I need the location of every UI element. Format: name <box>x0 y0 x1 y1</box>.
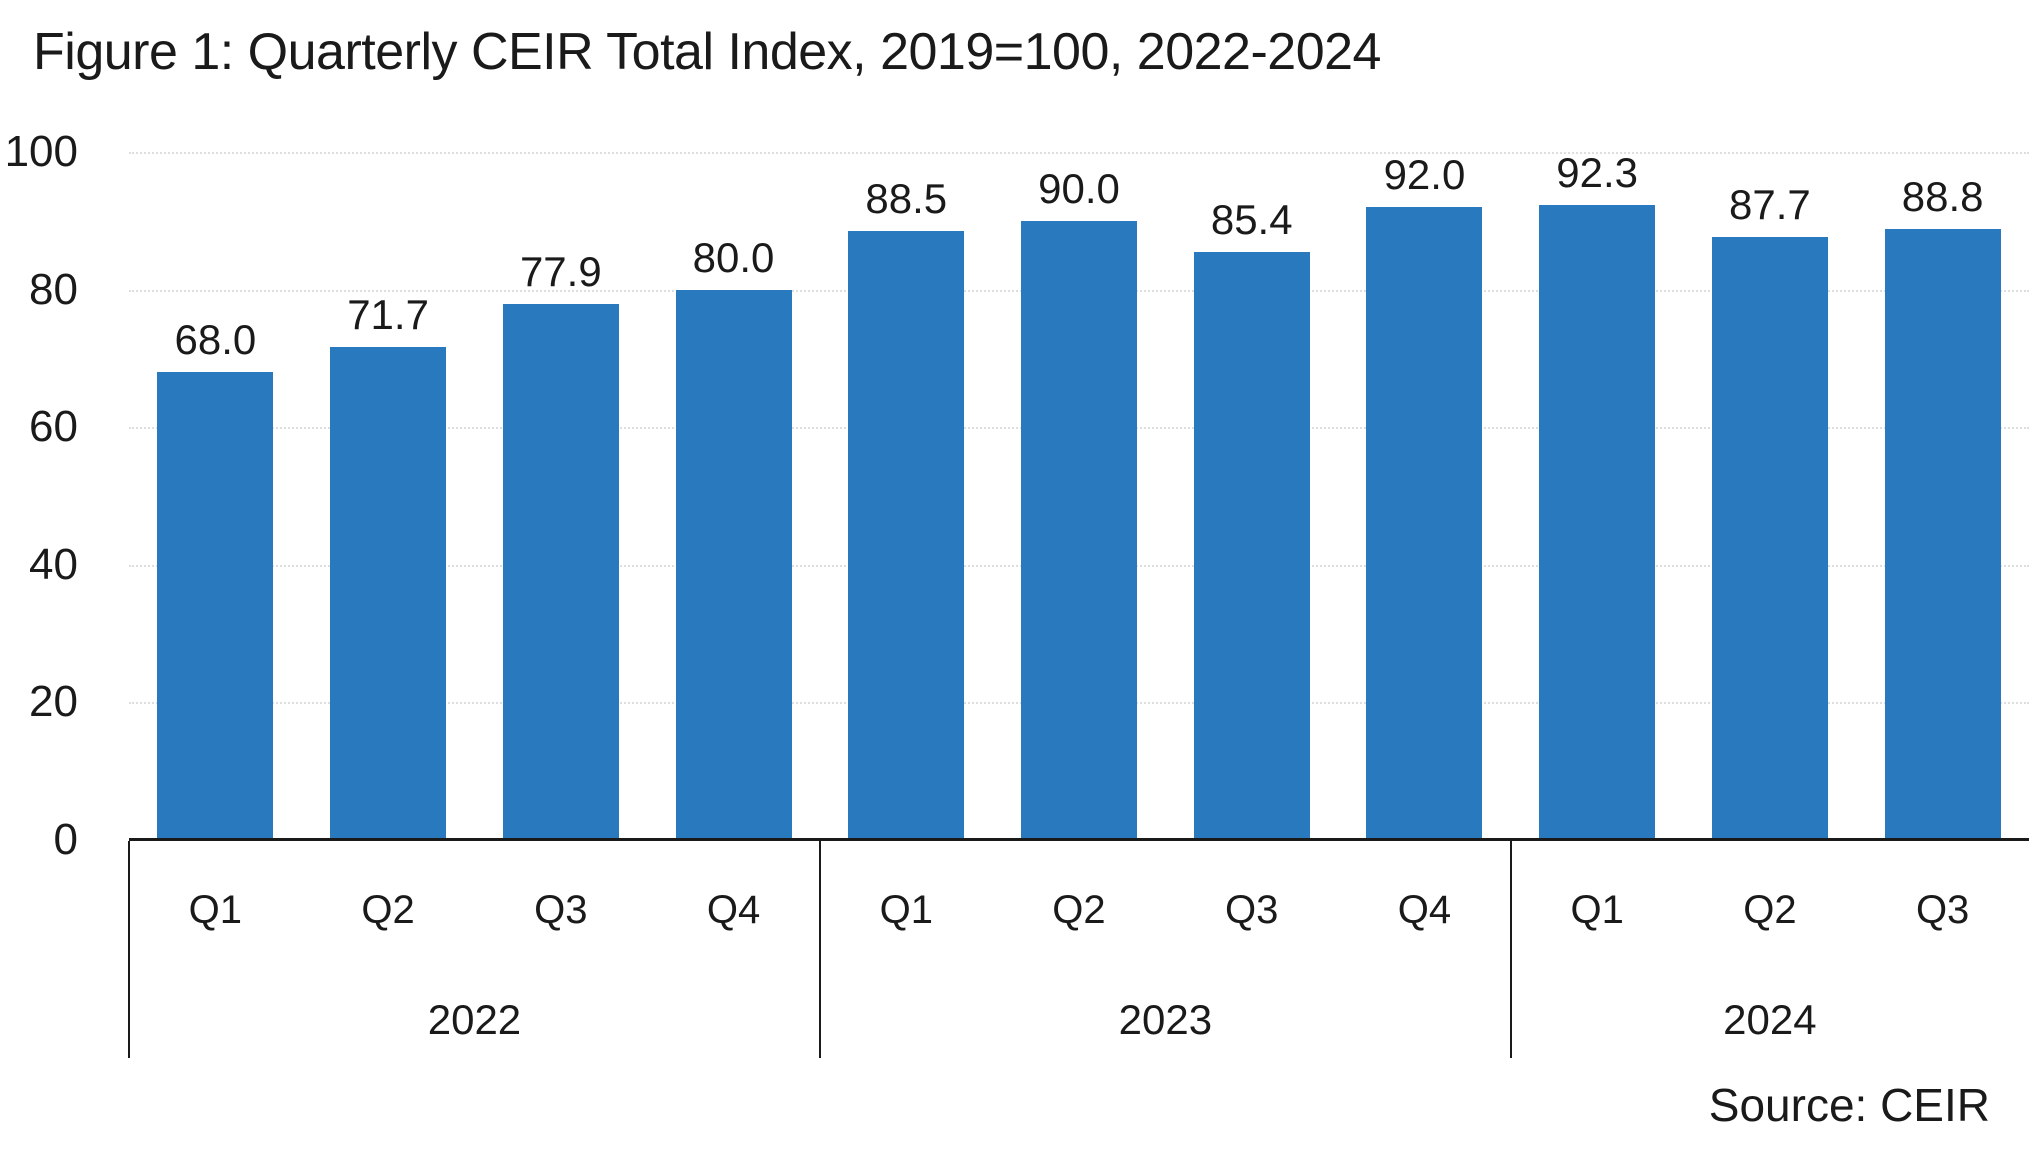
bar-2023-Q1 <box>848 231 965 840</box>
y-axis-tick-40: 40 <box>29 539 78 589</box>
bar-value-label-2024-Q3: 88.8 <box>1901 173 1984 221</box>
y-axis-tick-100: 100 <box>4 127 78 176</box>
y-axis-tick-20: 20 <box>29 677 78 727</box>
year-label-2024: 2024 <box>1723 996 1817 1043</box>
quarter-label-2022-Q1: Q1 <box>188 888 243 932</box>
bar-2023-Q4 <box>1366 207 1483 840</box>
bar-2022-Q2 <box>330 346 447 840</box>
y-axis-tick-60: 60 <box>29 402 78 452</box>
bar-value-label-2022-Q3: 77.9 <box>519 248 602 296</box>
quarter-label-2023-Q3: Q3 <box>1225 888 1279 932</box>
bar-value-label-2024-Q2: 87.7 <box>1729 180 1811 228</box>
bar-value-label-2023-Q4: 92.0 <box>1383 151 1466 199</box>
bar-value-label-2022-Q1: 68.0 <box>174 316 257 364</box>
bar-2022-Q1 <box>157 372 274 840</box>
bar-2022-Q4 <box>675 289 792 840</box>
quarter-label-2023-Q1: Q1 <box>879 888 933 932</box>
quarter-label-2024-Q2: Q2 <box>1743 888 1797 932</box>
bar-value-label-2022-Q2: 71.7 <box>347 290 429 338</box>
chart-title: Figure 1: Quarterly CEIR Total Index, 20… <box>33 23 1381 81</box>
quarter-label-2024-Q3: Q3 <box>1915 888 1970 932</box>
quarter-label-2022-Q2: Q2 <box>361 888 415 932</box>
bar-2024-Q3 <box>1884 229 2001 840</box>
bar-2023-Q3 <box>1193 252 1310 840</box>
year-divider-2023 <box>818 841 821 1058</box>
bar-value-label-2023-Q2: 90.0 <box>1038 164 1120 212</box>
gridline-100 <box>129 152 2029 154</box>
bar-2023-Q2 <box>1021 220 1137 840</box>
bar-2024-Q1 <box>1539 204 1656 840</box>
year-divider-2022 <box>128 841 130 1058</box>
plot-area: 68.0 71.7 77.9 80.0 88.5 90.0 85.4 92.0 92.3 87.7… <box>129 148 2029 840</box>
bar-2024-Q2 <box>1711 236 1828 840</box>
bar-value-label-2024-Q1: 92.3 <box>1556 148 1639 196</box>
year-divider-2024 <box>1509 841 1512 1058</box>
bar-value-label-2023-Q1: 88.5 <box>865 175 948 223</box>
y-axis-tick-0: 0 <box>53 815 78 864</box>
quarter-label-2022-Q4: Q4 <box>706 888 761 932</box>
quarter-label-2023-Q4: Q4 <box>1397 888 1452 932</box>
bar-value-label-2023-Q3: 85.4 <box>1210 196 1293 244</box>
x-axis-line <box>129 838 2029 841</box>
source-note: Source: CEIR <box>1708 1079 1990 1131</box>
y-axis-tick-80: 80 <box>29 264 78 314</box>
year-label-2022: 2022 <box>427 996 522 1043</box>
year-label-2023: 2023 <box>1118 996 1213 1043</box>
quarter-label-2022-Q3: Q3 <box>534 888 588 932</box>
quarter-label-2024-Q1: Q1 <box>1570 888 1624 932</box>
bar-value-label-2022-Q4: 80.0 <box>692 233 775 281</box>
quarter-label-2023-Q2: Q2 <box>1052 888 1106 932</box>
bar-2022-Q3 <box>502 304 619 840</box>
